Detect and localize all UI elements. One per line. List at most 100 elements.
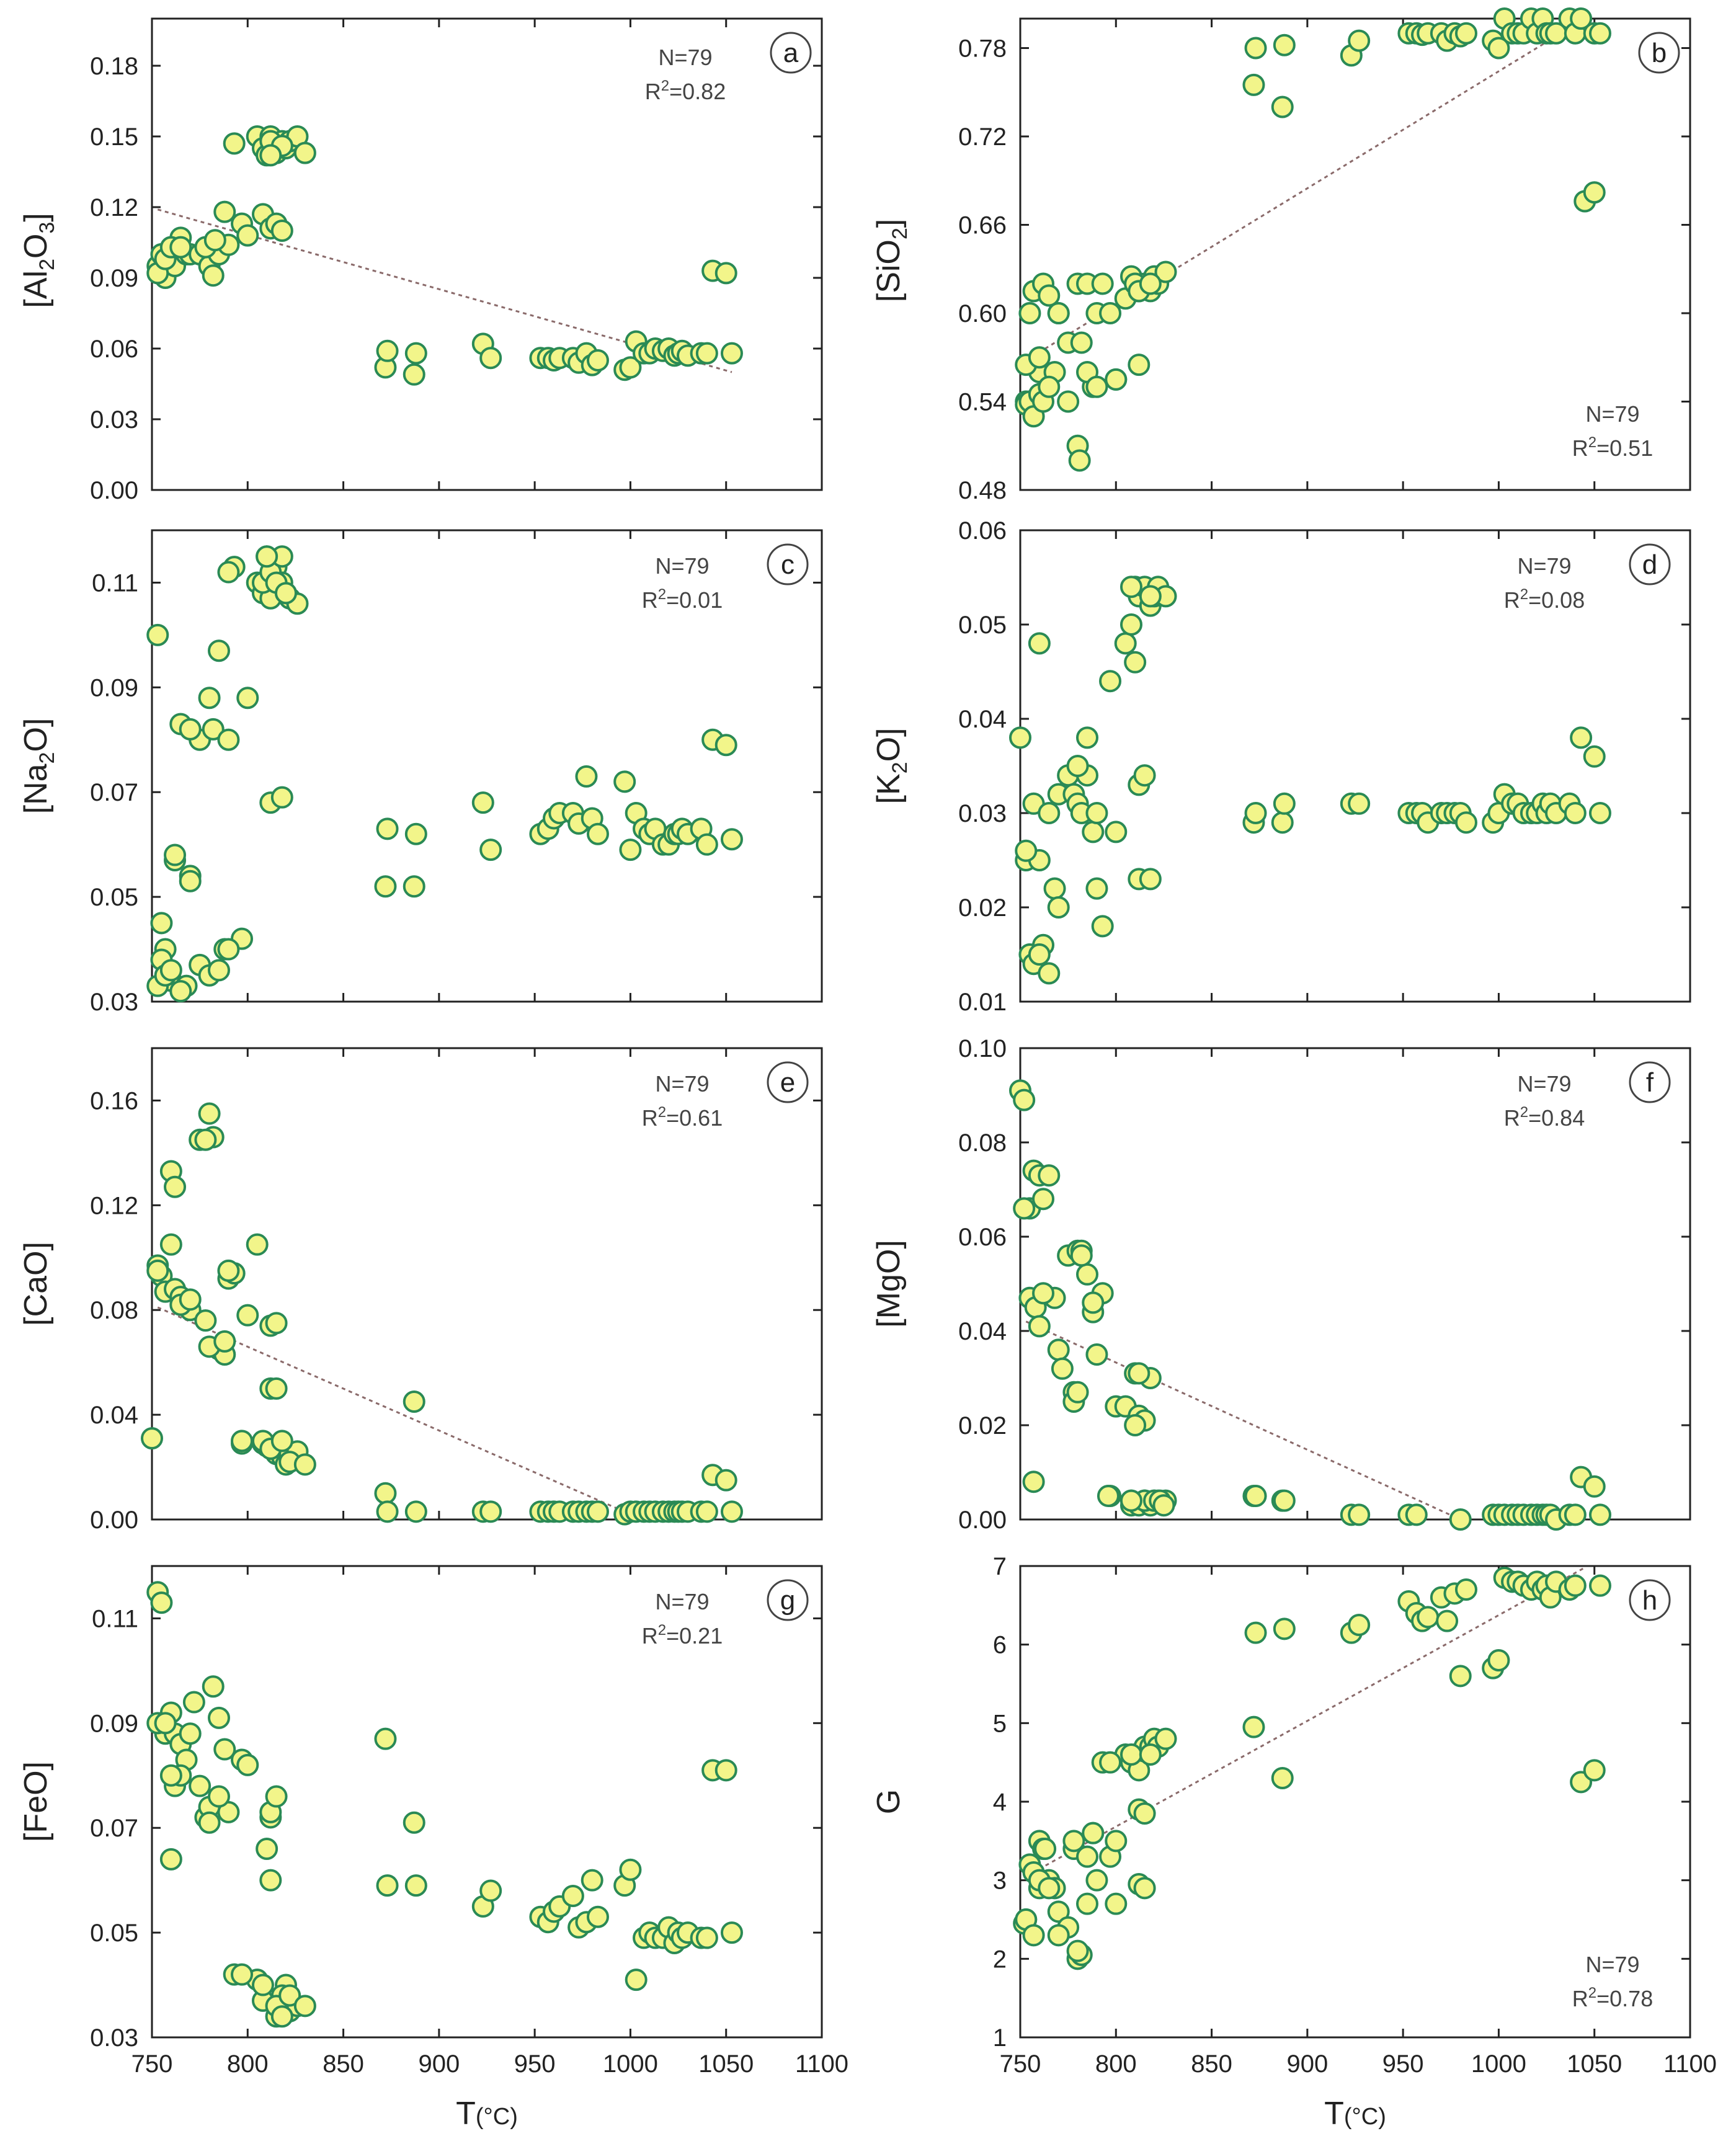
data-point-e-39 — [374, 1482, 397, 1505]
data-point-a-66 — [169, 236, 192, 259]
data-point-h-71 — [1583, 1759, 1606, 1782]
ytick-label-a-3: 0.09 — [90, 265, 138, 292]
data-point-f-6 — [1038, 1164, 1061, 1187]
data-point-d-19 — [1114, 632, 1137, 655]
data-point-c-69 — [714, 734, 737, 757]
xtick-label-h-1: 800 — [1095, 2050, 1137, 2078]
r2-label-h: R2=0.78 — [1572, 1985, 1653, 2011]
data-point-g-56 — [625, 1969, 648, 1991]
data-point-h-27 — [1154, 1727, 1177, 1750]
r2-label-c: R2=0.01 — [642, 586, 723, 613]
data-point-d-37 — [1139, 868, 1162, 891]
data-point-g-42 — [404, 1874, 427, 1897]
panel-letter-f: f — [1646, 1067, 1654, 1098]
panel-letter-circle-a — [770, 32, 812, 74]
data-point-e-53 — [586, 1500, 609, 1523]
data-point-f-70 — [1124, 1414, 1147, 1436]
data-point-g-1 — [150, 1591, 173, 1614]
data-point-e-30 — [164, 1175, 187, 1198]
data-point-f-76 — [1152, 1494, 1175, 1517]
data-point-e-10 — [194, 1309, 217, 1332]
data-point-c-35 — [208, 959, 230, 982]
data-point-f-33 — [1051, 1357, 1074, 1380]
plot-frame-f — [1019, 1047, 1691, 1521]
data-point-c-1 — [150, 912, 173, 935]
ytick-label-a-0: 0.00 — [90, 477, 138, 504]
data-point-c-55 — [619, 839, 642, 861]
ytick-label-f-3: 0.06 — [958, 1224, 1007, 1251]
ytick-label-f-0: 0.00 — [958, 1506, 1007, 1534]
data-point-g-52 — [581, 1869, 603, 1892]
n-label-g: N=79 — [655, 1589, 709, 1614]
data-point-c-75 — [275, 582, 297, 605]
data-point-h-40 — [1133, 1802, 1156, 1825]
n-label-c: N=79 — [655, 553, 709, 579]
xtick-label-g-0: 750 — [131, 2050, 173, 2078]
data-point-g-32 — [182, 1691, 205, 1714]
xtick-label-h-5: 1000 — [1471, 2050, 1526, 2078]
data-point-a-16 — [236, 224, 259, 247]
data-point-c-39 — [374, 875, 397, 898]
data-point-g-70 — [720, 1921, 743, 1944]
data-point-a-47 — [619, 356, 642, 379]
data-point-h-69 — [1564, 1574, 1587, 1597]
ytick-label-h-5: 6 — [993, 1632, 1007, 1659]
data-point-f-51 — [1449, 1508, 1472, 1531]
data-point-h-75 — [1133, 1877, 1156, 1900]
data-point-a-14 — [223, 132, 246, 155]
data-point-g-44 — [479, 1879, 502, 1902]
panel-letter-circle-f — [1629, 1061, 1671, 1103]
data-point-h-34 — [1066, 1939, 1089, 1962]
ytick-label-e-4: 0.16 — [90, 1087, 138, 1115]
data-point-c-38 — [270, 786, 293, 809]
data-point-d-69 — [1588, 802, 1611, 824]
data-point-f-31 — [1028, 1315, 1051, 1338]
data-point-d-14 — [1082, 821, 1105, 843]
data-point-g-34 — [208, 1785, 230, 1808]
data-point-c-42 — [404, 822, 427, 845]
data-point-f-1 — [1013, 1088, 1036, 1111]
data-point-c-40 — [376, 817, 399, 840]
data-point-f-15 — [1085, 1343, 1108, 1366]
data-point-h-44 — [1273, 1617, 1296, 1640]
data-point-d-40 — [1271, 811, 1294, 834]
panel-h: G T(°C) N=79 R2=0.78 h 1 2 3 4 5 6 7 750 800 850 9… — [871, 1553, 1717, 2132]
plot-frame-d — [1019, 529, 1691, 1003]
trend-line-h — [1025, 1567, 1586, 1877]
data-point-e-41 — [403, 1390, 425, 1413]
data-point-e-76 — [293, 1453, 316, 1476]
ytick-label-d-2: 0.03 — [958, 800, 1007, 827]
ytick-label-e-3: 0.12 — [90, 1192, 138, 1219]
panel-letter-a: a — [783, 38, 799, 68]
data-point-h-13 — [1076, 1892, 1098, 1915]
data-point-e-69 — [714, 1469, 737, 1492]
data-point-a-59 — [695, 342, 718, 365]
data-point-h-76 — [1139, 1743, 1162, 1766]
data-point-b-33 — [1057, 390, 1080, 413]
data-point-f-5 — [1032, 1188, 1055, 1211]
data-point-d-73 — [1139, 585, 1162, 608]
data-point-c-32 — [179, 870, 202, 892]
panel-letter-circle-e — [767, 1061, 809, 1103]
data-point-c-36 — [217, 938, 240, 961]
ytick-label-b-3: 0.66 — [958, 212, 1007, 239]
data-point-d-67 — [1570, 726, 1593, 749]
data-point-b-57 — [1487, 37, 1510, 60]
data-point-d-33 — [1066, 755, 1089, 777]
data-point-g-76 — [293, 1995, 316, 2018]
ylabel-a: [Al2O3] — [18, 213, 59, 308]
data-point-a-12 — [213, 200, 236, 223]
data-point-g-72 — [259, 1869, 282, 1892]
data-point-e-28 — [146, 1259, 169, 1282]
data-point-h-57 — [1487, 1649, 1510, 1671]
data-point-b-10 — [1070, 331, 1093, 354]
data-point-g-49 — [561, 1885, 584, 1907]
data-point-h-72 — [1588, 1574, 1611, 1597]
data-point-f-46 — [1273, 1489, 1296, 1512]
data-point-d-31 — [1038, 802, 1061, 824]
data-point-e-44 — [479, 1500, 502, 1523]
n-label-b: N=79 — [1585, 401, 1639, 427]
xtick-label-h-3: 900 — [1286, 2050, 1328, 2078]
ytick-label-h-6: 7 — [993, 1553, 1007, 1580]
ytick-label-d-0: 0.01 — [958, 989, 1007, 1016]
